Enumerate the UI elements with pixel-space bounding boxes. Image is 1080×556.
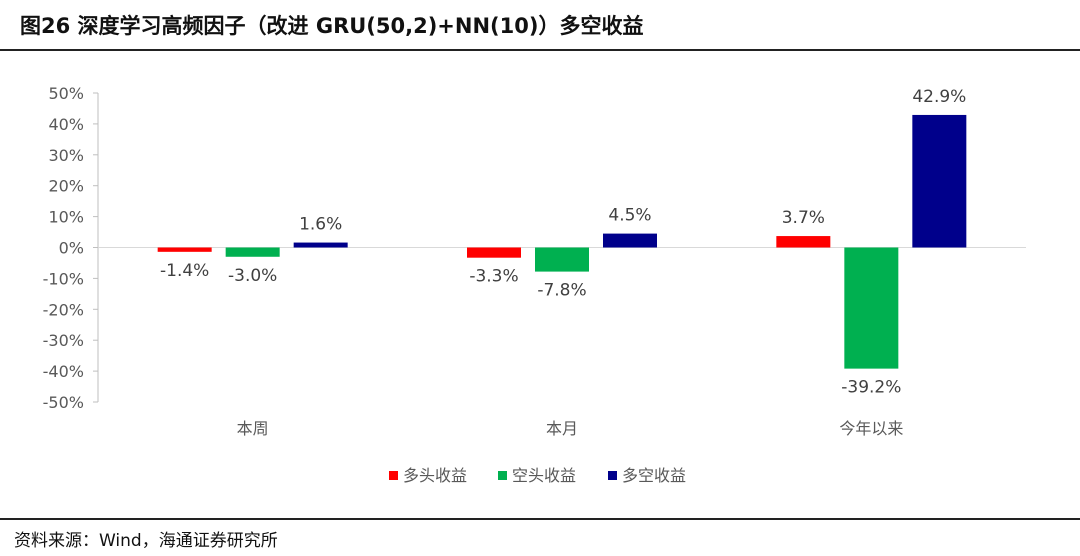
legend-swatch-short [498, 471, 507, 480]
x-category-label: 本月 [546, 419, 578, 438]
y-tick-label: -20% [43, 300, 84, 319]
footer-divider [0, 518, 1080, 520]
x-axis-categories: 本周 本月 今年以来 [237, 419, 904, 438]
data-label: -1.4% [160, 261, 209, 281]
bar-long [157, 247, 212, 252]
y-tick-label: 40% [48, 115, 84, 134]
legend-label: 多空收益 [622, 466, 686, 485]
data-label: -3.0% [228, 266, 277, 286]
legend-label: 多头收益 [403, 466, 467, 485]
y-tick-label: -40% [43, 362, 84, 381]
legend-label: 空头收益 [512, 466, 576, 485]
y-tick-label: 10% [48, 208, 84, 227]
bar-long-short [293, 242, 348, 248]
y-tick-label: 20% [48, 177, 84, 196]
data-labels: -1.4% -3.0% 1.6% -3.3% -7.8% 4.5% 3.7% -39.2% 42… [160, 87, 966, 398]
y-tick-label: 30% [48, 146, 84, 165]
y-axis: 50% 40% 30% 20% 10% 0% -10% -20% -30% -40% -50% [43, 84, 1026, 412]
y-tick-label: -50% [43, 393, 84, 412]
y-tick-label: 50% [48, 84, 84, 103]
data-label: -7.8% [537, 281, 586, 301]
bar-long [467, 247, 521, 258]
data-label: -39.2% [841, 378, 901, 398]
data-label: 4.5% [608, 206, 651, 226]
bar-short [225, 247, 280, 257]
bar-short [844, 247, 899, 369]
x-category-label: 本周 [237, 419, 269, 438]
chart-title: 图26 深度学习高频因子（改进 GRU(50,2)+NN(10)）多空收益 [20, 14, 644, 38]
data-label: 1.6% [299, 215, 342, 235]
source-note: 资料来源：Wind，海通证券研究所 [14, 531, 278, 551]
data-label: 42.9% [912, 87, 966, 107]
data-label: -3.3% [469, 267, 518, 287]
legend: 多头收益 空头收益 多空收益 [389, 466, 686, 485]
y-tick-label: 0% [59, 239, 84, 258]
bar-long-short [603, 233, 657, 248]
legend-swatch-long-short [608, 471, 617, 480]
title-divider [0, 49, 1080, 51]
data-label: 3.7% [782, 208, 825, 228]
bars [157, 114, 967, 369]
y-tick-label: -10% [43, 269, 84, 288]
bar-long-short [912, 114, 967, 248]
bar-long [776, 236, 831, 248]
bar-short [535, 247, 589, 272]
legend-swatch-long [389, 471, 398, 480]
x-category-label: 今年以来 [839, 419, 903, 438]
y-tick-label: -30% [43, 331, 84, 350]
